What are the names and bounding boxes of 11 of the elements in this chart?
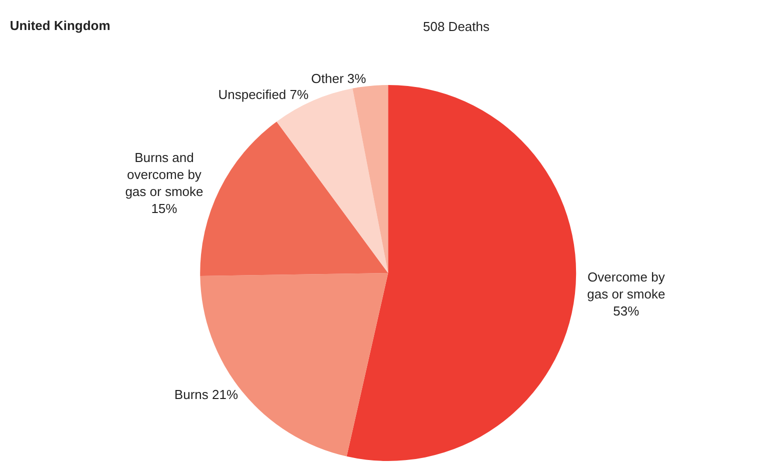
chart-title: United Kingdom	[10, 18, 110, 33]
data-label: 15%	[151, 200, 178, 216]
slice-label: Overcome by gas or smoke	[587, 270, 666, 302]
chart-subtitle: 508 Deaths	[423, 19, 490, 34]
slice-label: Other 3%	[311, 70, 366, 86]
pie-slice	[352, 85, 388, 273]
slice-label: Burns and overcome by gas or smoke	[125, 150, 204, 199]
pie-slice	[346, 85, 576, 461]
slice-label: Burns 21%	[174, 387, 238, 402]
slice-label: Unspecified 7%	[218, 86, 309, 102]
data-label: 53%	[613, 304, 640, 319]
